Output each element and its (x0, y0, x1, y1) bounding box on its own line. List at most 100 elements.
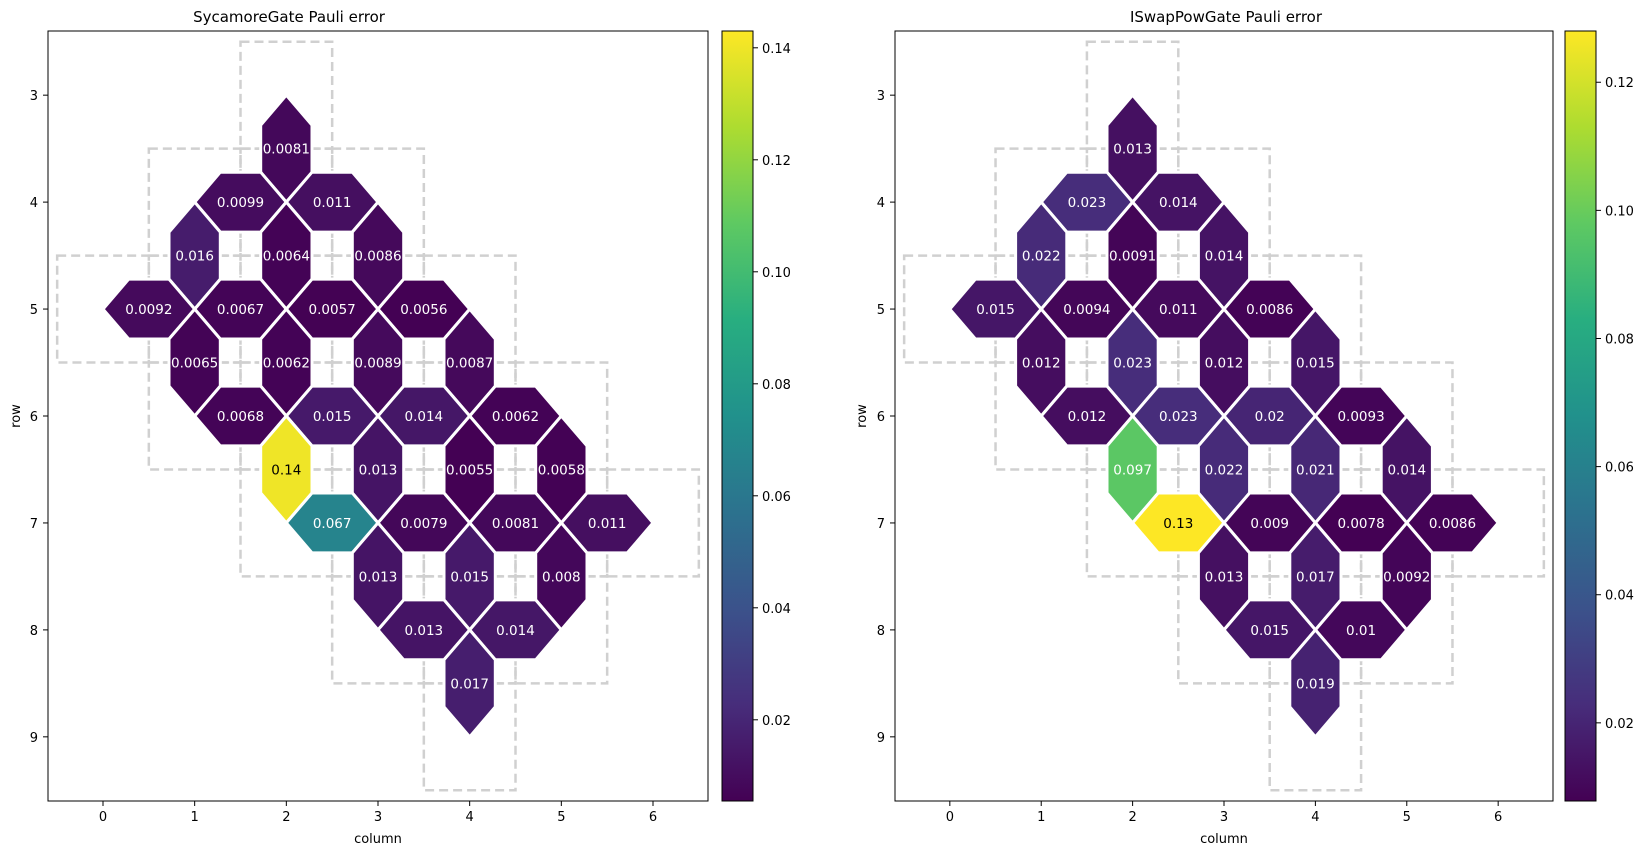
colorbar-tick-label: 0.02 (762, 714, 791, 729)
y-tick-label: 6 (877, 410, 885, 425)
colorbar (721, 30, 754, 802)
colorbar-tick-label: 0.06 (1605, 461, 1634, 476)
coupler-cell: 0.021 (1288, 413, 1343, 526)
x-tick-label: 5 (557, 810, 565, 825)
colorbar (1564, 30, 1597, 802)
coupler-value-label: 0.0092 (125, 302, 172, 318)
y-tick-label: 5 (877, 303, 885, 318)
coupler-value-label: 0.008 (542, 569, 581, 585)
chart-title: ISwapPowGate Pauli error (1130, 8, 1323, 26)
coupler-cell: 0.0086 (350, 199, 406, 312)
coupler-cell: 0.0065 (167, 306, 222, 419)
coupler-cell: 0.0086 (1222, 277, 1318, 341)
coupler-value-label: 0.015 (1296, 356, 1335, 372)
coupler-cell: 0.0058 (534, 413, 589, 526)
coupler-value-label: 0.0078 (1337, 516, 1384, 532)
coupler-value-label: 0.014 (1159, 195, 1198, 211)
y-tick-label: 9 (30, 731, 38, 746)
coupler-value-label: 0.017 (1296, 569, 1335, 585)
x-tick-label: 5 (1403, 810, 1411, 825)
x-tick-label: 3 (374, 810, 382, 825)
x-tick-label: 1 (1037, 810, 1045, 825)
x-tick-label: 2 (1128, 810, 1136, 825)
coupler-value-label: 0.011 (313, 195, 352, 211)
y-axis-label: row (855, 404, 870, 428)
coupler-value-label: 0.013 (359, 462, 398, 478)
coupler-value-label: 0.02 (1255, 409, 1285, 425)
coupler-cell: 0.0062 (259, 306, 314, 419)
coupler-value-label: 0.0079 (400, 516, 447, 532)
coupler-value-label: 0.0062 (492, 409, 539, 425)
x-tick-label: 6 (649, 810, 657, 825)
coupler-cell: 0.017 (442, 627, 497, 740)
coupler-value-label: 0.0089 (354, 356, 401, 372)
y-tick-label: 3 (30, 89, 38, 104)
coupler-value-label: 0.012 (1068, 409, 1107, 425)
coupler-value-label: 0.015 (1250, 623, 1289, 639)
coupler-cell: 0.0057 (284, 277, 380, 341)
coupler-value-label: 0.019 (1296, 676, 1335, 692)
coupler-value-label: 0.0081 (492, 516, 539, 532)
coupler-value-label: 0.0056 (400, 302, 447, 318)
chart-title: SycamoreGate Pauli error (193, 8, 386, 26)
x-axis-label: column (1200, 832, 1248, 847)
coupler-value-label: 0.0057 (309, 302, 356, 318)
x-tick-label: 6 (1494, 810, 1502, 825)
coupler-value-label: 0.01 (1346, 623, 1376, 639)
coupler-value-label: 0.015 (976, 302, 1015, 318)
x-tick-label: 4 (466, 810, 474, 825)
y-tick-label: 7 (30, 517, 38, 532)
coupler-value-label: 0.013 (359, 569, 398, 585)
colorbar-tick-label: 0.08 (1605, 332, 1634, 347)
coupler-value-label: 0.0091 (1109, 249, 1156, 265)
x-axis-label: column (354, 832, 402, 847)
y-tick-label: 4 (30, 196, 38, 211)
coupler-cell: 0.012 (1196, 306, 1252, 419)
coupler-value-label: 0.0087 (446, 356, 493, 372)
coupler-value-label: 0.097 (1113, 462, 1152, 478)
colorbar-tick-label: 0.12 (1605, 76, 1634, 91)
coupler-value-label: 0.14 (271, 462, 301, 478)
coupler-cell: 0.0092 (101, 277, 197, 341)
coupler-cell: 0.13 (1130, 491, 1226, 555)
coupler-value-label: 0.013 (1205, 569, 1244, 585)
coupler-value-label: 0.011 (1159, 302, 1198, 318)
coupler-value-label: 0.023 (1068, 195, 1107, 211)
coupler-value-label: 0.0064 (263, 249, 310, 265)
coupler-value-label: 0.0058 (538, 462, 585, 478)
x-tick-label: 2 (282, 810, 290, 825)
coupler-value-label: 0.021 (1296, 462, 1335, 478)
coupler-cell: 0.0086 (1404, 491, 1501, 555)
coupler-value-label: 0.0068 (217, 409, 264, 425)
colorbar-tick-label: 0.12 (762, 154, 791, 169)
y-tick-label: 4 (877, 196, 885, 211)
coupler-value-label: 0.014 (496, 623, 535, 639)
coupler-cell: 0.014 (1130, 170, 1226, 234)
y-axis-label: row (9, 404, 24, 428)
coupler-value-label: 0.023 (1159, 409, 1198, 425)
coupler-value-label: 0.015 (450, 569, 489, 585)
coupler-shape (442, 627, 497, 740)
coupler-cell: 0.0094 (1039, 277, 1135, 341)
coupler-cell: 0.011 (284, 170, 380, 234)
y-tick-label: 6 (30, 410, 38, 425)
coupler-value-label: 0.022 (1022, 249, 1061, 265)
coupler-cell: 0.011 (559, 491, 655, 555)
y-tick-label: 8 (30, 624, 38, 639)
coupler-value-label: 0.0086 (354, 249, 401, 265)
coupler-value-label: 0.013 (405, 623, 444, 639)
coupler-value-label: 0.13 (1163, 516, 1193, 532)
coupler-cell: 0.017 (1288, 520, 1343, 633)
coupler-value-label: 0.0081 (263, 142, 310, 158)
coupler-cell: 0.0064 (259, 199, 314, 312)
coupler-cell: 0.019 (1288, 627, 1343, 740)
coupler-value-label: 0.067 (313, 516, 352, 532)
x-tick-label: 3 (1220, 810, 1228, 825)
coupler-value-label: 0.0093 (1337, 409, 1384, 425)
coupler-value-label: 0.023 (1113, 356, 1152, 372)
y-tick-label: 8 (877, 624, 885, 639)
y-tick-label: 5 (30, 303, 38, 318)
